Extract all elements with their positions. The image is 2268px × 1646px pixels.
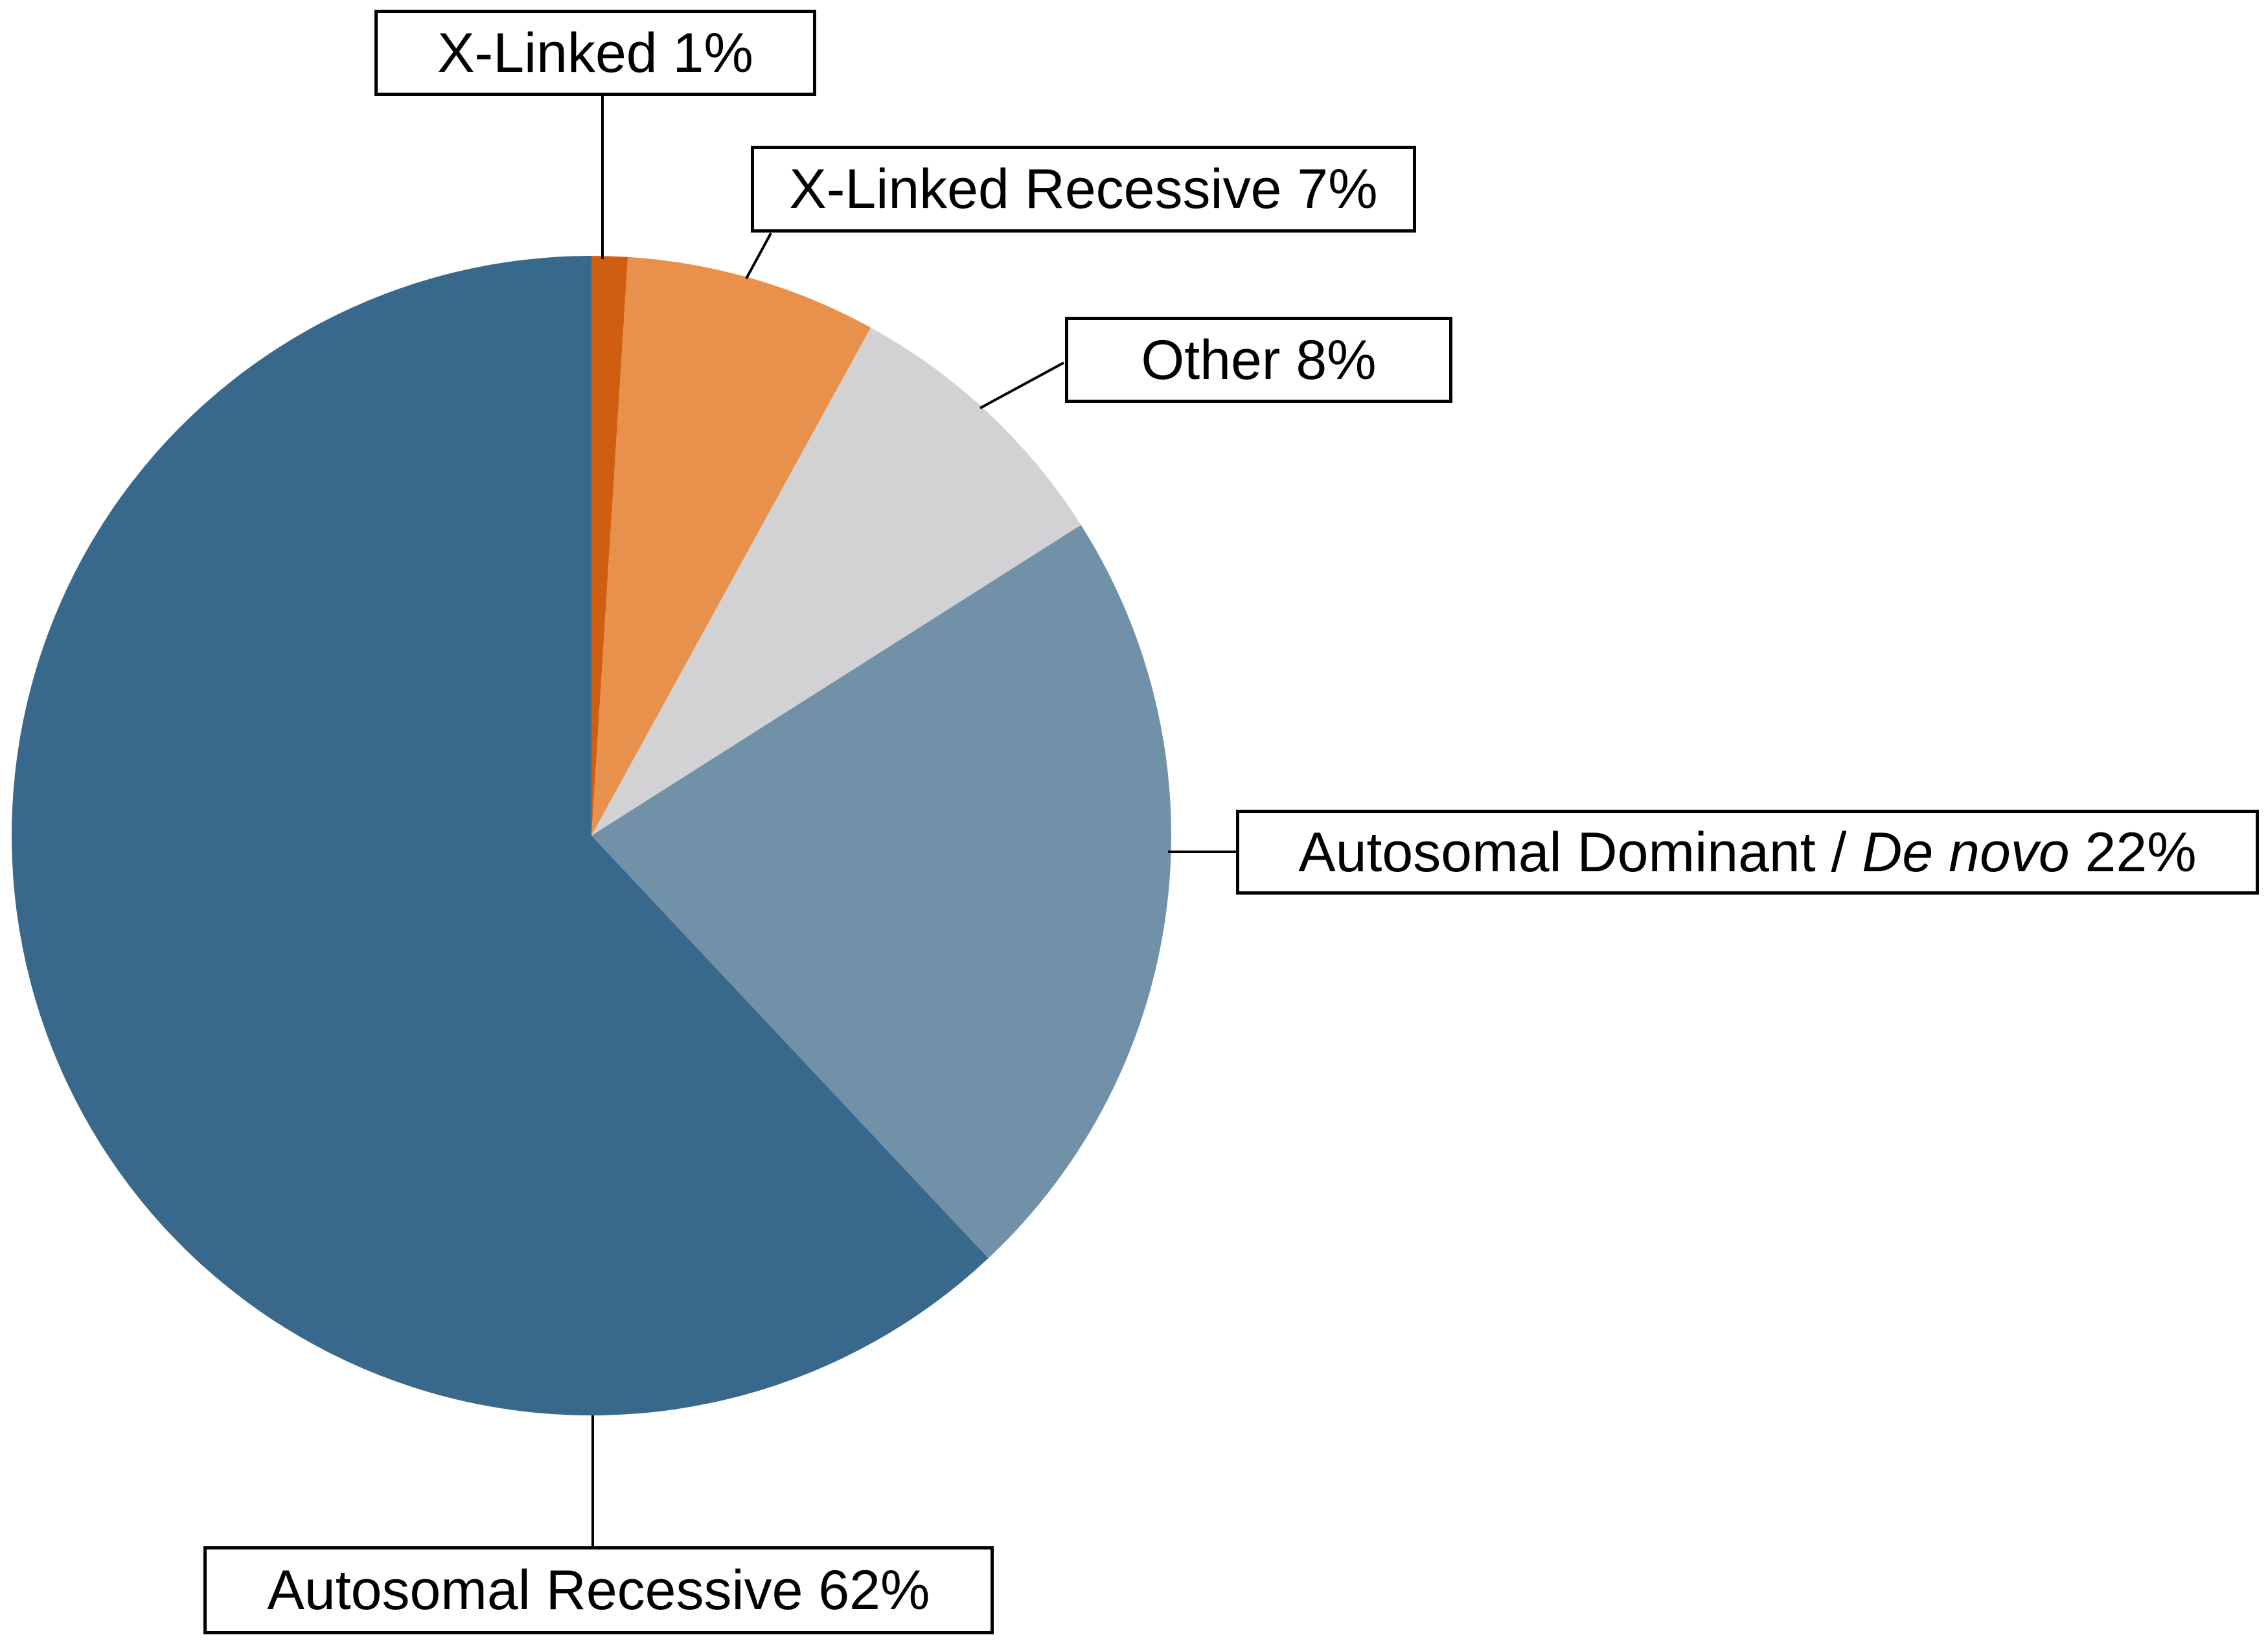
pie-slice-autosomal-dominant-de-novo xyxy=(591,525,1171,1259)
pie-slice-autosomal-recessive xyxy=(12,256,989,1415)
label-text-xlinked-recessive: X-Linked Recessive 7% xyxy=(789,158,1378,220)
label-text-autosomal-dominant-prefix: Autosomal Dominant / xyxy=(1298,821,1862,884)
pie-slice-x-linked xyxy=(591,256,628,836)
pie-slice-other xyxy=(591,327,1081,836)
label-box-autosomal-recessive: Autosomal Recessive 62% xyxy=(203,1546,994,1634)
label-text-xlinked: X-Linked 1% xyxy=(437,21,753,84)
label-box-other: Other 8% xyxy=(1065,317,1452,403)
pie-slices-group xyxy=(12,256,1171,1415)
label-text-autosomal-recessive: Autosomal Recessive 62% xyxy=(267,1559,930,1621)
leader-line-xlinked-recessive xyxy=(745,233,772,279)
leader-line-other xyxy=(979,361,1064,409)
label-box-xlinked: X-Linked 1% xyxy=(374,10,816,96)
label-box-xlinked-recessive: X-Linked Recessive 7% xyxy=(751,146,1416,233)
label-box-autosomal-dominant: Autosomal Dominant / De novo 22% xyxy=(1236,810,2259,895)
label-text-autosomal-dominant-suffix: 22% xyxy=(2069,821,2197,884)
pie-slice-x-linked-recessive xyxy=(591,257,871,836)
label-text-other: Other 8% xyxy=(1141,328,1377,391)
label-text-autosomal-dominant-italic: De novo xyxy=(1862,821,2070,884)
